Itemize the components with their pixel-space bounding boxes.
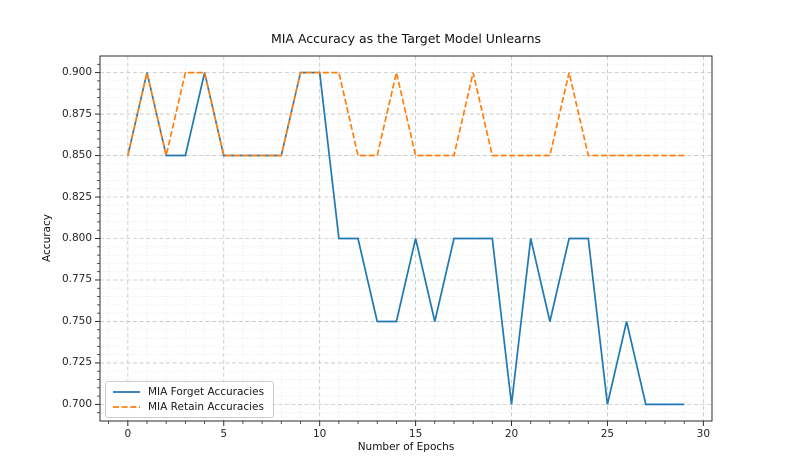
retain-accuracy-line	[126, 71, 685, 157]
y-tick-label: 0.750	[61, 314, 92, 327]
x-tick-label: 10	[312, 428, 327, 440]
x-tick-label: 25	[600, 428, 615, 440]
chart-title: MIA Accuracy as the Target Model Unlearn…	[270, 31, 542, 46]
y-tick-label: 0.700	[61, 397, 92, 410]
x-tick-label: 30	[696, 428, 711, 440]
legend-label-forget: MIA Forget Accuracies	[148, 386, 265, 398]
y-tick-label: 0.875	[61, 107, 92, 120]
legend-label-retain: MIA Retain Accuracies	[148, 401, 264, 413]
y-tick-label: 0.725	[61, 356, 92, 369]
retain-line-sample-icon	[113, 406, 140, 408]
x-tick-label: 0	[124, 428, 132, 440]
x-axis-label: Number of Epochs	[357, 441, 455, 453]
y-tick-label: 0.825	[61, 190, 92, 203]
y-tick-label: 0.775	[61, 273, 92, 286]
x-tick-label: 15	[408, 428, 423, 440]
x-tick-label: 20	[504, 428, 519, 440]
legend-item-forget: MIA Forget Accuracies	[113, 386, 264, 398]
x-tick-label: 5	[220, 428, 228, 440]
forget-line-sample-icon	[113, 391, 140, 393]
y-tick-label: 0.850	[61, 149, 92, 162]
y-tick-label: 0.900	[61, 66, 92, 79]
legend: MIA Forget Accuracies MIA Retain Accurac…	[105, 381, 275, 418]
y-tick-label: 0.800	[61, 232, 92, 244]
legend-item-retain: MIA Retain Accuracies	[113, 401, 264, 413]
